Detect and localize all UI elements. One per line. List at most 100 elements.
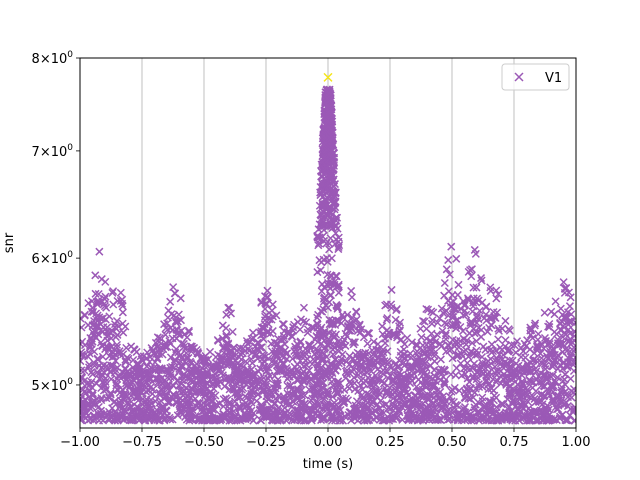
- data-point: [208, 372, 217, 381]
- data-point: [561, 370, 570, 379]
- data-point: [400, 353, 409, 362]
- data-point: [484, 397, 494, 406]
- data-point: [178, 400, 187, 409]
- data-point: [320, 153, 329, 162]
- data-point: [357, 391, 366, 400]
- data-point: [452, 351, 461, 360]
- data-point: [273, 340, 282, 349]
- data-point: [263, 286, 272, 295]
- data-point: [346, 408, 355, 417]
- data-point: [326, 291, 335, 300]
- data-point: [116, 296, 125, 305]
- data-point: [98, 352, 107, 361]
- data-point: [388, 399, 397, 408]
- data-point: [504, 346, 513, 355]
- data-point: [97, 411, 106, 420]
- data-point: [121, 364, 130, 373]
- data-point: [132, 407, 141, 416]
- data-point: [317, 323, 326, 332]
- data-point: [119, 328, 128, 337]
- data-point: [204, 395, 213, 404]
- data-point: [113, 296, 122, 306]
- data-point: [537, 358, 546, 367]
- data-point: [135, 376, 144, 385]
- data-point: [249, 389, 258, 398]
- data-point: [567, 393, 576, 402]
- data-point: [283, 368, 292, 377]
- data-point: [253, 344, 262, 353]
- data-point: [319, 378, 328, 387]
- data-point: [383, 314, 392, 323]
- data-point: [233, 390, 242, 400]
- data-point: [497, 355, 506, 364]
- data-point: [148, 364, 157, 374]
- data-point: [158, 402, 167, 411]
- data-point: [293, 385, 303, 394]
- data-point: [556, 340, 565, 349]
- data-point: [331, 213, 340, 222]
- data-point: [387, 285, 396, 294]
- data-point: [341, 329, 350, 338]
- data-point: [286, 381, 295, 390]
- data-point: [128, 386, 137, 395]
- data-point: [569, 384, 576, 394]
- data-point: [386, 410, 395, 419]
- data-point: [556, 319, 565, 328]
- data-point: [323, 94, 332, 103]
- data-point: [327, 203, 336, 212]
- data-point: [322, 145, 331, 154]
- data-point: [549, 358, 558, 367]
- data-point: [296, 412, 305, 421]
- data-point: [331, 197, 340, 206]
- data-point: [324, 203, 333, 212]
- data-point: [242, 393, 251, 402]
- data-point: [320, 344, 329, 353]
- data-point: [181, 372, 190, 381]
- data-point: [373, 340, 382, 349]
- data-point: [413, 399, 422, 408]
- y-axis-label: snr: [2, 232, 17, 253]
- data-point: [280, 360, 289, 369]
- data-point: [101, 374, 110, 383]
- data-point: [191, 401, 200, 410]
- data-point: [323, 102, 332, 111]
- data-point: [116, 288, 125, 297]
- data-point: [526, 416, 535, 425]
- data-point: [416, 408, 425, 417]
- data-point: [321, 301, 330, 310]
- data-point: [355, 320, 364, 329]
- data-point: [94, 369, 103, 378]
- data-point: [364, 391, 373, 400]
- data-point: [353, 326, 362, 335]
- data-point: [436, 355, 445, 364]
- data-point: [155, 344, 165, 353]
- data-point: [239, 400, 248, 409]
- data-point: [442, 329, 451, 338]
- data-point: [319, 354, 328, 363]
- data-point: [134, 416, 143, 425]
- data-point: [97, 314, 106, 323]
- data-point: [224, 411, 233, 420]
- data-point: [335, 241, 344, 250]
- data-point: [80, 323, 86, 332]
- data-point: [517, 352, 526, 362]
- data-point: [256, 415, 265, 424]
- data-point: [550, 310, 559, 319]
- data-point: [426, 341, 435, 350]
- data-point: [395, 400, 404, 409]
- data-point: [453, 290, 462, 299]
- data-point: [318, 180, 327, 189]
- data-point: [253, 346, 262, 355]
- data-point: [224, 378, 233, 387]
- data-point: [279, 320, 288, 329]
- data-point: [440, 404, 449, 413]
- data-point: [80, 366, 89, 375]
- data-point: [525, 393, 534, 402]
- data-point: [492, 378, 501, 387]
- data-point: [187, 376, 196, 385]
- data-point: [353, 409, 362, 418]
- data-point: [418, 356, 427, 365]
- data-point: [317, 220, 326, 229]
- data-point: [177, 408, 186, 417]
